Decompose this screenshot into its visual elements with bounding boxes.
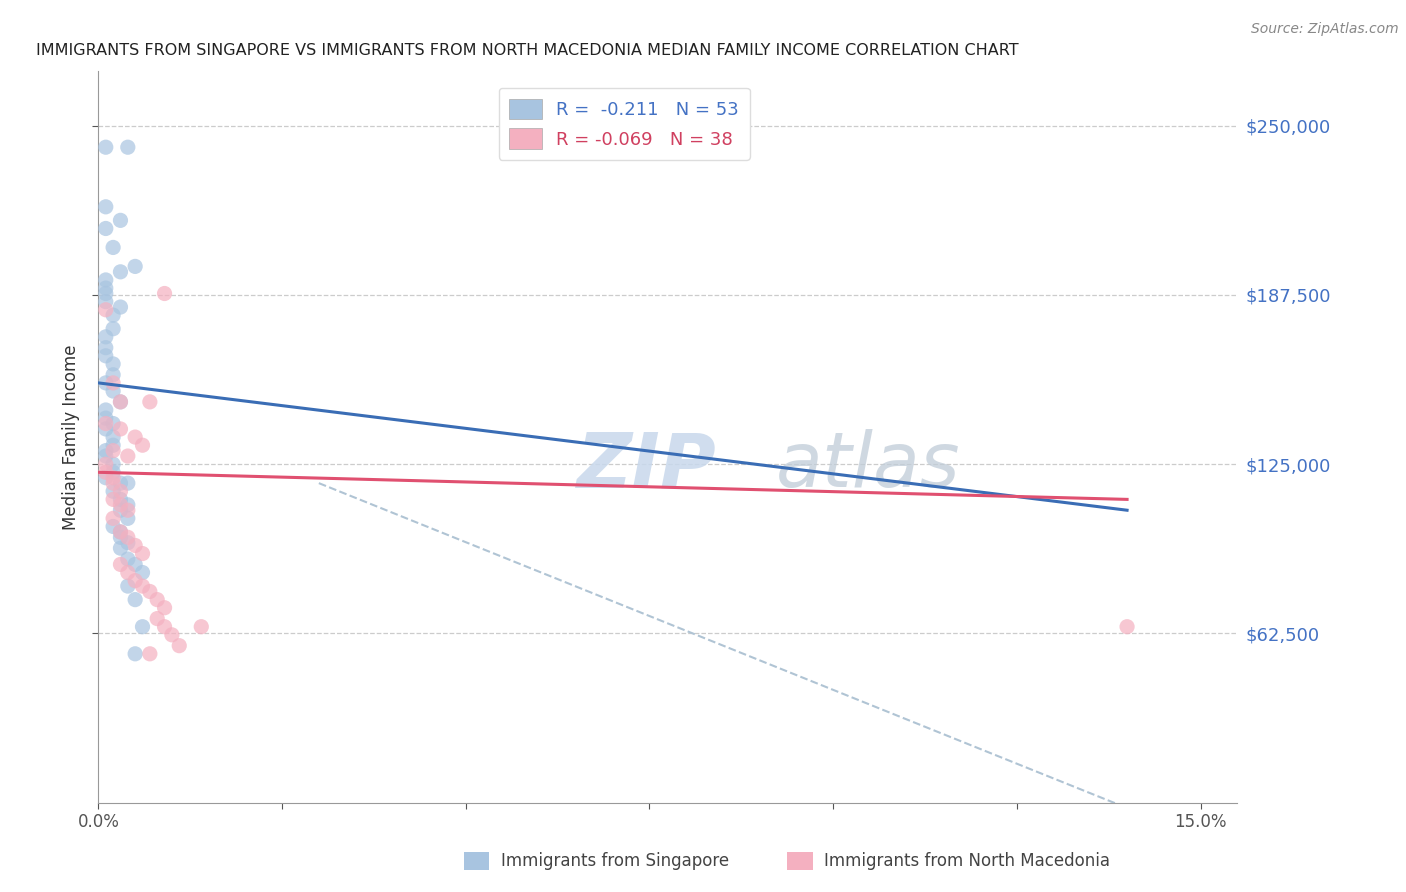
Point [110,524,132,539]
Point [190,620,212,634]
Point [110,395,132,409]
Point [94,273,117,287]
Point [101,240,124,254]
Legend: R =  -0.211   N = 53, R = -0.069   N = 38: R = -0.211 N = 53, R = -0.069 N = 38 [499,87,749,160]
Point [94,341,117,355]
Point [1116,620,1139,634]
Point [139,584,162,599]
Point [146,611,169,625]
Point [94,443,117,458]
Point [124,430,146,444]
Point [117,579,139,593]
Point [117,566,139,580]
Point [124,647,146,661]
Point [146,592,169,607]
Point [101,368,124,382]
Point [101,384,124,398]
Point [117,449,139,463]
Point [110,484,132,499]
Point [124,592,146,607]
Point [94,411,117,425]
Y-axis label: Median Family Income: Median Family Income [62,344,80,530]
Point [110,530,132,544]
Point [101,519,124,533]
Point [101,465,124,479]
Point [139,647,162,661]
Point [94,294,117,309]
Text: Source: ZipAtlas.com: Source: ZipAtlas.com [1251,22,1399,37]
Point [101,492,124,507]
Text: IMMIGRANTS FROM SINGAPORE VS IMMIGRANTS FROM NORTH MACEDONIA MEDIAN FAMILY INCOM: IMMIGRANTS FROM SINGAPORE VS IMMIGRANTS … [35,43,1018,58]
Point [110,498,132,512]
Point [117,535,139,549]
Point [101,457,124,471]
Point [94,281,117,295]
Point [101,471,124,485]
Point [110,558,132,572]
Point [101,511,124,525]
Point [94,465,117,479]
Point [94,422,117,436]
Point [117,498,139,512]
Point [124,558,146,572]
Text: Immigrants from Singapore: Immigrants from Singapore [501,852,728,870]
Point [131,566,153,580]
Point [94,403,117,417]
Point [101,438,124,452]
Point [110,265,132,279]
Point [110,300,132,314]
Point [124,538,146,552]
Point [94,376,117,390]
Point [167,639,190,653]
Point [94,449,117,463]
Point [101,430,124,444]
Point [101,357,124,371]
Point [117,503,139,517]
Point [101,417,124,431]
Point [153,620,176,634]
Point [94,200,117,214]
Point [117,140,139,154]
Point [101,476,124,491]
Point [94,221,117,235]
Text: atlas: atlas [776,429,960,503]
Point [110,213,132,227]
Point [110,422,132,436]
Point [131,547,153,561]
Point [139,395,162,409]
Point [110,476,132,491]
Point [153,286,176,301]
Point [101,484,124,499]
Point [94,330,117,344]
Point [110,395,132,409]
Point [117,530,139,544]
Text: ZIP: ZIP [576,429,717,503]
Point [124,260,146,274]
Point [110,492,132,507]
Point [110,524,132,539]
Point [94,457,117,471]
Point [101,322,124,336]
Point [94,471,117,485]
Point [160,628,183,642]
Point [110,503,132,517]
Point [110,541,132,556]
Point [131,620,153,634]
Text: Immigrants from North Macedonia: Immigrants from North Macedonia [824,852,1109,870]
Point [94,302,117,317]
Point [124,574,146,588]
Point [94,286,117,301]
Point [94,140,117,154]
Point [153,600,176,615]
Point [94,349,117,363]
Point [101,308,124,322]
Point [131,579,153,593]
Point [101,443,124,458]
Point [94,417,117,431]
Point [117,476,139,491]
Point [131,438,153,452]
Point [101,376,124,390]
Point [117,511,139,525]
Point [117,552,139,566]
